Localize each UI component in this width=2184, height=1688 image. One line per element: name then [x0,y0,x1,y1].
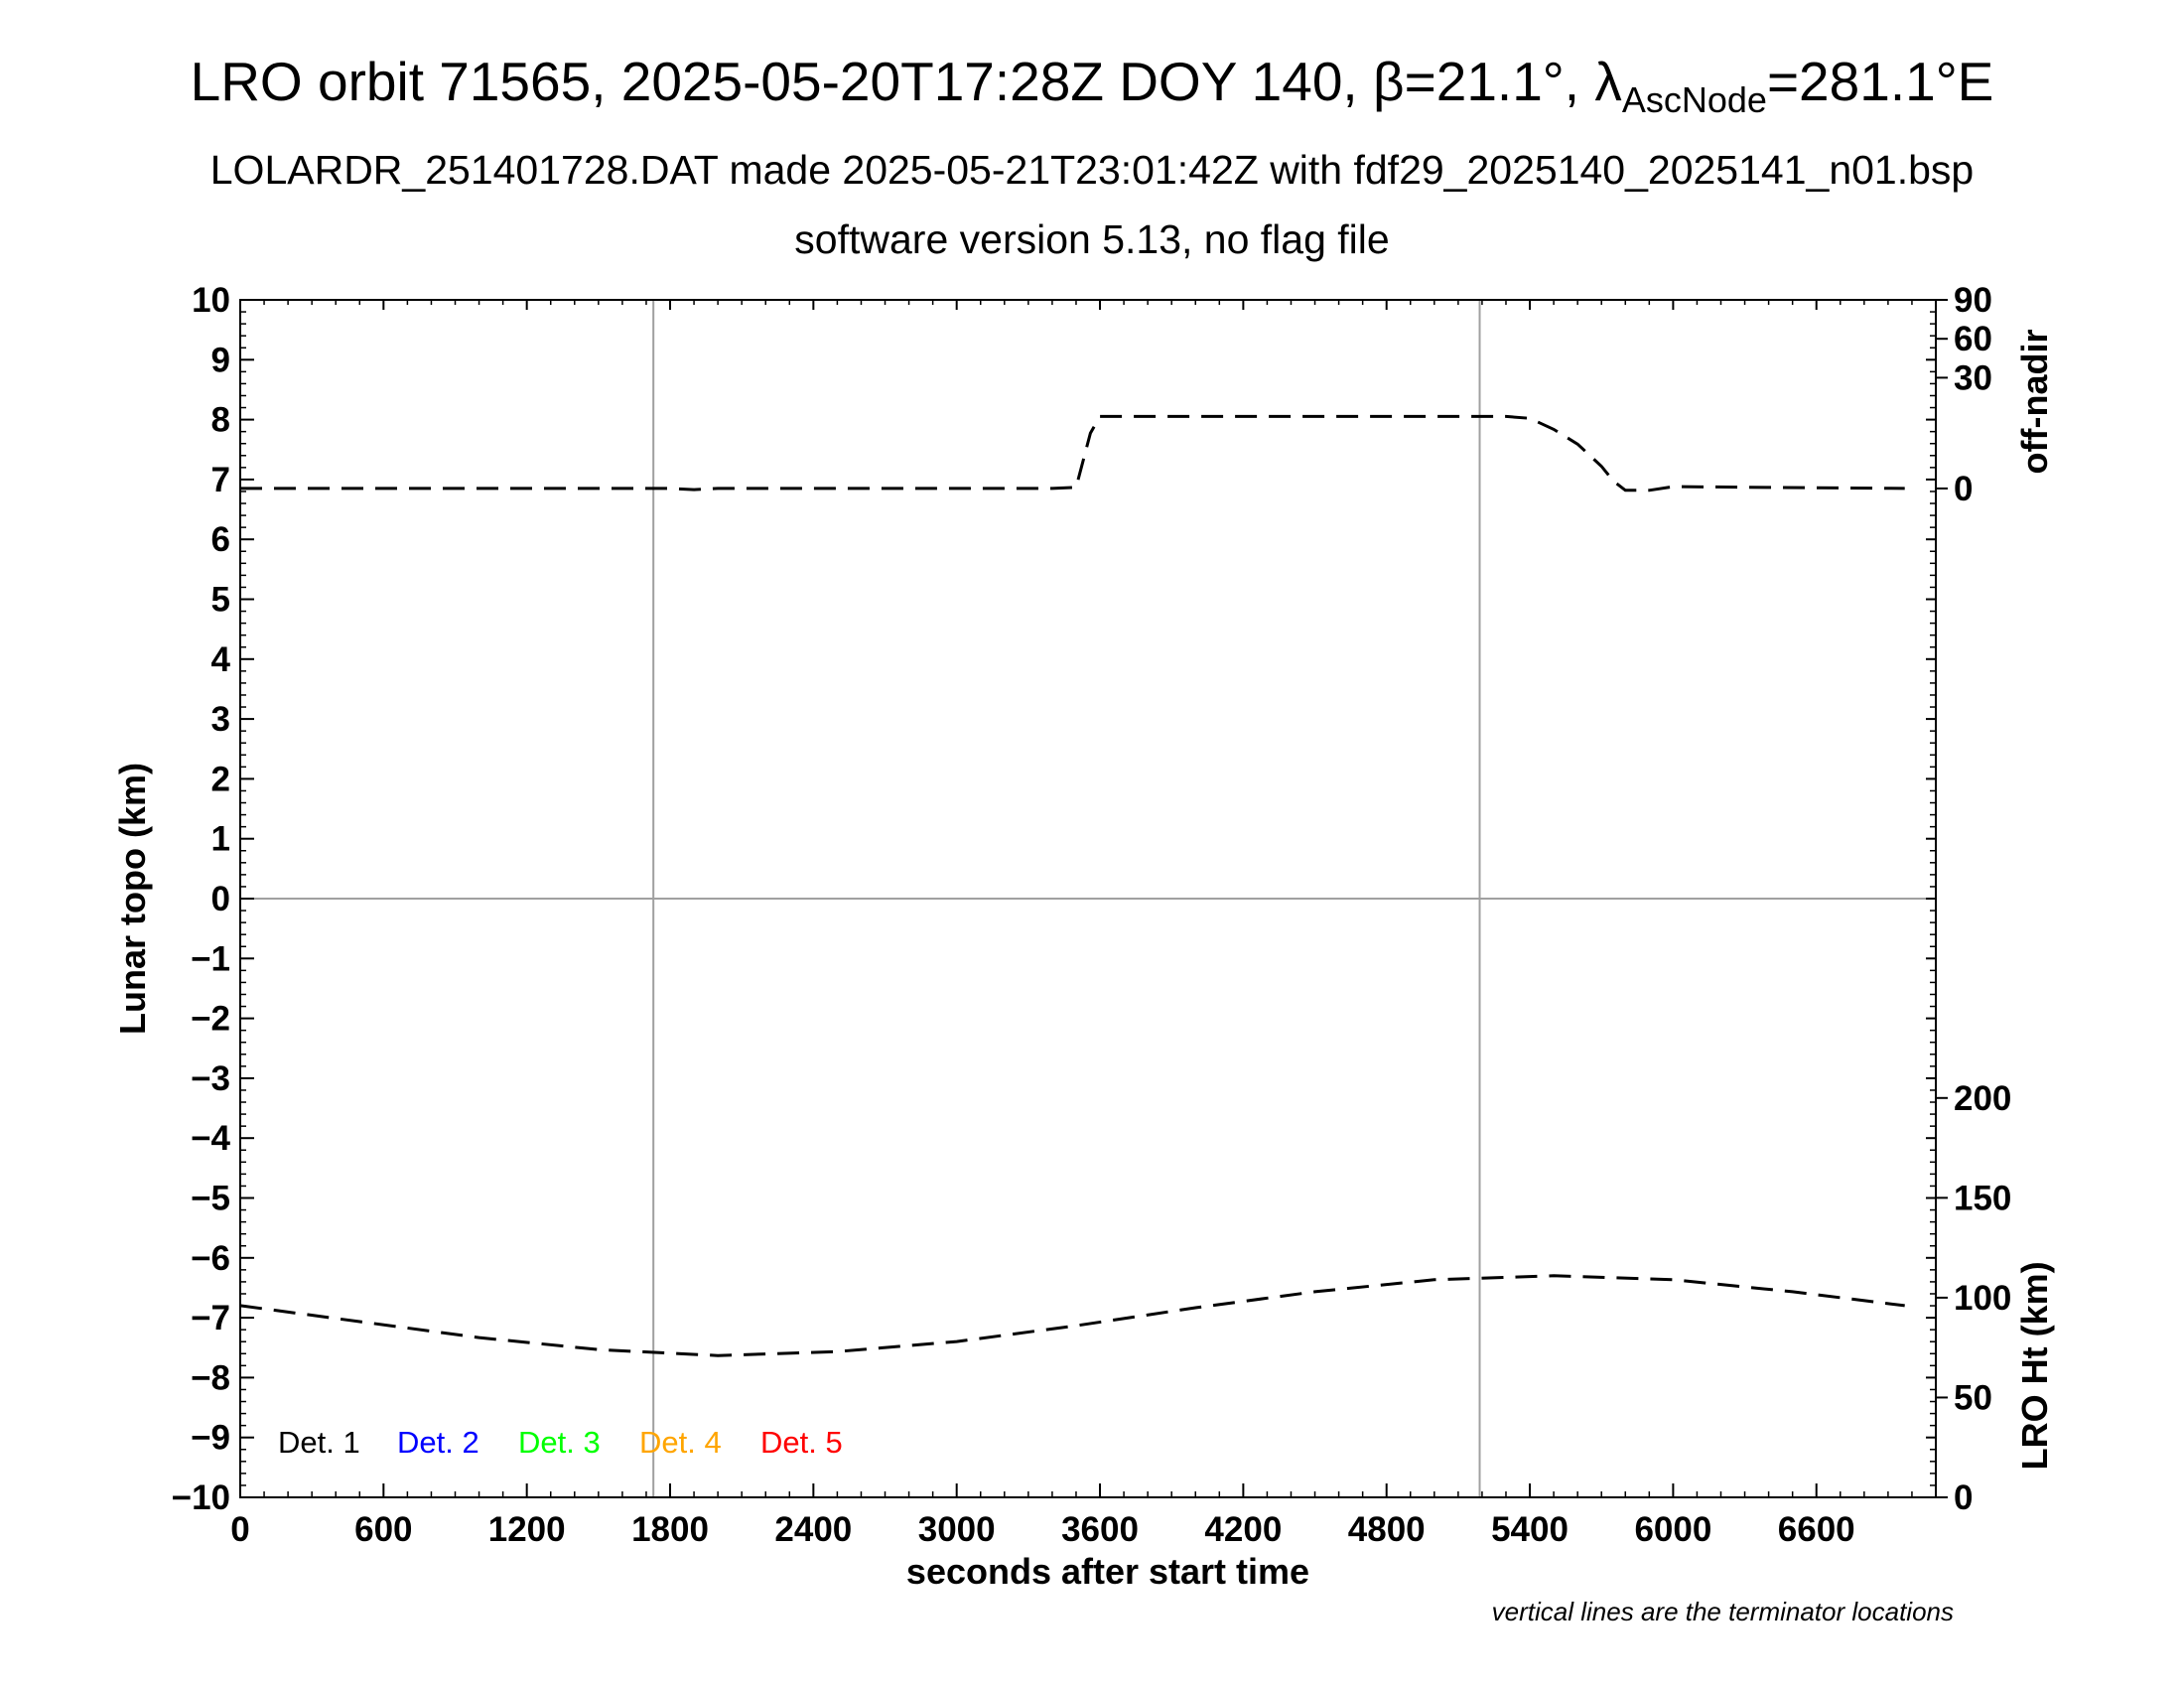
y-tick-label: −5 [191,1180,230,1218]
y-tick-label: −1 [191,939,230,978]
chart-subtitle: LOLARDR_251401728.DAT made 2025-05-21T23… [209,147,1975,193]
y-tick-label: −3 [191,1059,230,1098]
y-tick-label: 8 [211,401,230,440]
legend-entry-5: Det. 5 [760,1425,843,1460]
y-tick-label: 0 [211,880,230,918]
y-axis-title: Lunar topo (km) [112,763,153,1035]
chart-subtitle-version: software version 5.13, no flag file [794,216,1390,262]
right-axis-bottom-title: LRO Ht (km) [2014,1261,2055,1470]
legend-entry-4: Det. 4 [639,1425,722,1460]
y-tick-label: 6 [211,520,230,559]
off-nadir-tick-label: 90 [1954,281,1992,320]
y-tick-label: 10 [192,281,230,320]
x-tick-label: 5400 [1491,1510,1569,1549]
y-tick-label: 1 [211,820,230,859]
series-layer [239,414,1905,1357]
x-tick-label: 1200 [488,1510,566,1549]
lro-ht-tick-label: 50 [1954,1378,1992,1417]
lro-ht-tick-label: 150 [1954,1179,2011,1217]
y-tick-label: 4 [211,640,231,679]
legend-entry-1: Det. 1 [278,1425,360,1460]
x-tick-label: 4200 [1204,1510,1282,1549]
x-tick-label: 3000 [918,1510,996,1549]
chart-title-main: LRO orbit 71565, 2025-05-20T17:28Z DOY 1… [190,51,1622,112]
y-tick-label: 9 [211,341,230,379]
y-tick-label: −8 [191,1358,230,1397]
chart-title-subscript: AscNode [1621,79,1767,120]
y-tick-label: −7 [191,1299,230,1337]
y-tick-label: 2 [211,760,230,798]
lro-ht-tick-label: 200 [1954,1079,2011,1118]
off-nadir-tick-label: 0 [1954,470,1973,508]
y-tick-label: −9 [191,1419,230,1458]
off-nadir-tick-label: 30 [1954,358,1992,397]
y-tick-label: −4 [191,1119,230,1158]
x-tick-label: 2400 [774,1510,852,1549]
series-line-0 [240,414,1905,492]
x-tick-label: 6000 [1634,1510,1711,1549]
x-axis-title: seconds after start time [906,1551,1309,1592]
x-tick-label: 1800 [631,1510,709,1549]
x-tick-label: 600 [354,1510,412,1549]
chart-title: LRO orbit 71565, 2025-05-20T17:28Z DOY 1… [0,50,2184,121]
chart-title-end: =281.1°E [1766,51,1994,112]
y-tick-label: 5 [211,581,230,620]
x-tick-label: 4800 [1348,1510,1426,1549]
y-tick-label: −2 [191,1000,230,1039]
lro-ht-tick-label: 0 [1954,1478,1973,1517]
x-tick-label: 0 [230,1510,249,1549]
x-tick-label: 3600 [1061,1510,1139,1549]
x-tick-label: 6600 [1778,1510,1855,1549]
lro-ht-tick-label: 100 [1954,1279,2011,1318]
terminator-layer [240,300,1936,1497]
legend: Det. 1 Det. 2 Det. 3 Det. 4 Det. 5 [278,1425,843,1460]
y-tick-label: −10 [172,1478,230,1517]
footnote: vertical lines are the terminator locati… [1492,1597,1954,1626]
legend-entry-2: Det. 2 [397,1425,479,1460]
y-tick-label: 3 [211,700,230,739]
series-line-1 [239,1274,1905,1357]
y-tick-label: −6 [191,1239,230,1278]
off-nadir-tick-label: 60 [1954,320,1992,358]
legend-entry-3: Det. 3 [518,1425,601,1460]
y-tick-label: 7 [211,461,230,499]
right-axis-top-title: off-nadir [2014,330,2055,475]
